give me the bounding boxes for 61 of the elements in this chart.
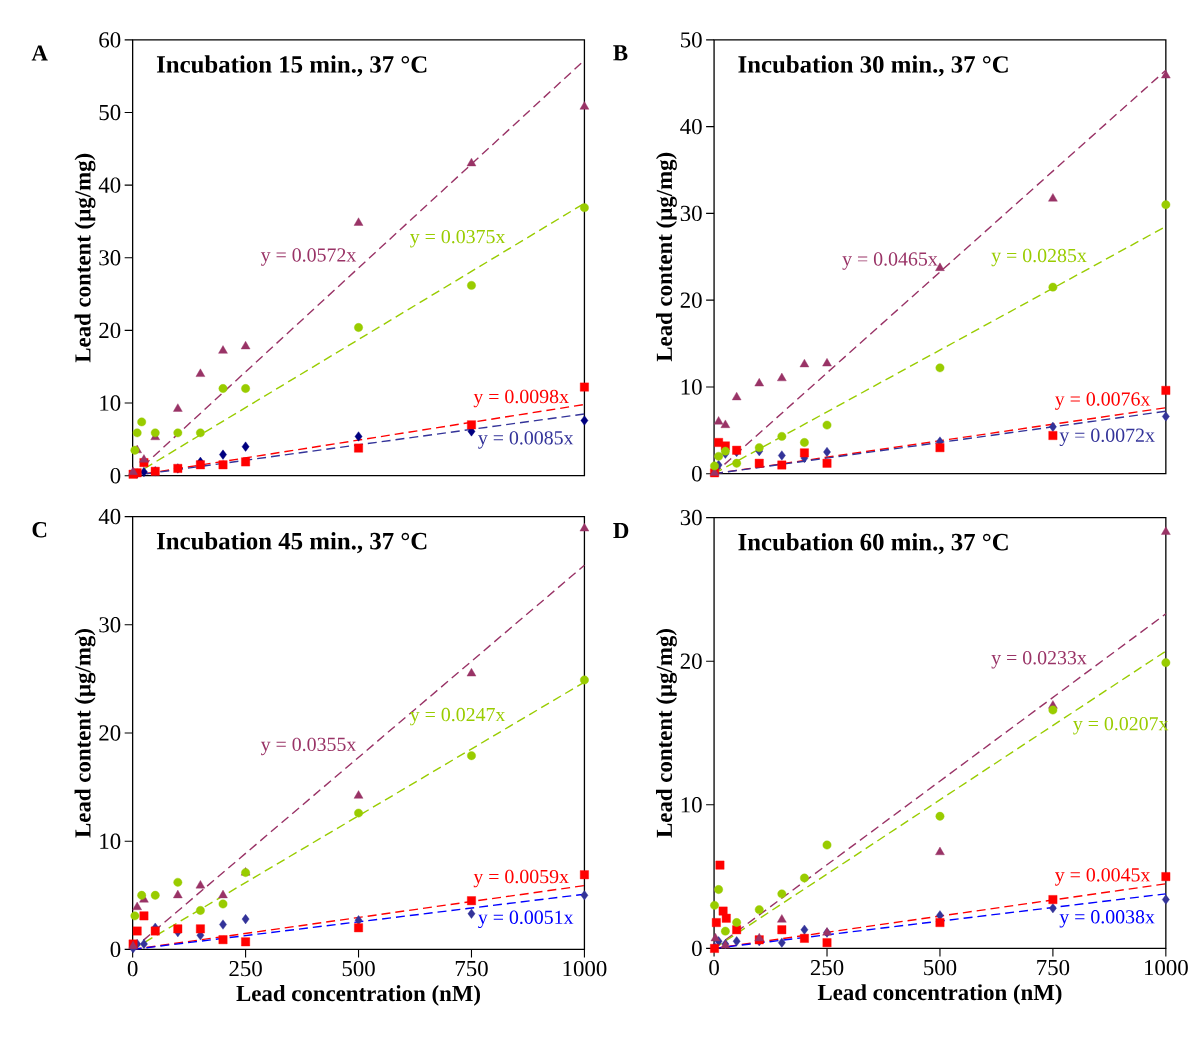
y-tick-label: 50 [99, 104, 121, 121]
y-tick-label: 0 [692, 465, 702, 482]
series-label: y = 0.0072x [1059, 428, 1155, 446]
text: Incubation 30 min., 37 °C [738, 55, 1008, 77]
y-axis-title: Lead content (µg/mg) [655, 629, 677, 838]
text: D [613, 523, 629, 539]
y-tick-label: 10 [100, 833, 121, 849]
y-tick-label: 20 [680, 292, 702, 308]
x-tick-label: 250 [810, 959, 844, 976]
series-label: y = 0.0247x [410, 707, 506, 726]
text: B [613, 45, 628, 61]
x-tick-label: 0 [127, 960, 138, 977]
y-tick-label: 10 [681, 379, 702, 395]
series-label: y = 0.0076x [1055, 392, 1151, 410]
y-tick-label: 40 [98, 177, 121, 193]
y-tick-label: 0 [110, 941, 121, 958]
y-axis-title: Lead content (µg/mg) [655, 152, 677, 362]
y-tick-label: 30 [99, 249, 121, 266]
y-tick-label: 0 [692, 940, 702, 957]
y-axis-title: Lead content (µg/mg) [74, 629, 96, 838]
text: Incubation 45 min., 37 °C [156, 531, 427, 554]
x-tick-label: 1000 [1145, 959, 1188, 976]
series-label: y = 0.0233x [991, 650, 1087, 669]
series-label: y = 0.0051x [478, 910, 574, 929]
x-tick-label: 1000 [563, 960, 607, 977]
y-tick-label: 40 [98, 508, 121, 525]
y-tick-label: 0 [110, 467, 121, 484]
y-tick-label: 50 [681, 32, 702, 48]
y-tick-label: 20 [99, 322, 121, 339]
x-tick-label: 750 [455, 960, 488, 977]
series-label: y = 0.0085x [478, 431, 574, 449]
x-tick-label: 750 [1037, 959, 1070, 976]
y-tick-label: 40 [680, 118, 702, 135]
series-label: y = 0.0572x [260, 248, 357, 266]
text: C [32, 522, 47, 538]
series-label: y = 0.0375x [410, 229, 506, 248]
series-label: y = 0.0059x [473, 869, 569, 888]
y-tick-label: 10 [681, 797, 702, 813]
y-tick-label: 20 [99, 725, 121, 741]
y-tick-label: 30 [680, 205, 702, 222]
x-tick-label: 0 [709, 959, 719, 976]
series-label: y = 0.0285x [991, 248, 1087, 267]
y-tick-label: 60 [99, 32, 121, 48]
x-tick-label: 250 [229, 960, 262, 977]
y-tick-label: 30 [99, 617, 121, 633]
y-tick-label: 30 [680, 509, 702, 526]
y-tick-label: 10 [100, 395, 121, 411]
y-tick-label: 20 [680, 653, 702, 669]
series-label: y = 0.0038x [1059, 910, 1155, 928]
y-axis-title: Lead content (µg/mg) [74, 153, 96, 363]
x-axis-title: Lead concentration (nM) [236, 985, 481, 1006]
text: A [31, 45, 48, 61]
series-label: y = 0.0098x [473, 389, 569, 408]
x-tick-label: 500 [342, 960, 375, 977]
series-label: y = 0.0465x [842, 252, 938, 270]
text: Incubation 60 min., 37 °C [738, 532, 1008, 555]
series-label: y = 0.0355x [260, 737, 357, 756]
x-axis-title: Lead concentration (nM) [817, 984, 1062, 1005]
series-label: y = 0.0045x [1055, 868, 1151, 886]
text: Incubation 15 min., 37 °C [156, 55, 427, 77]
x-tick-label: 500 [924, 959, 957, 976]
